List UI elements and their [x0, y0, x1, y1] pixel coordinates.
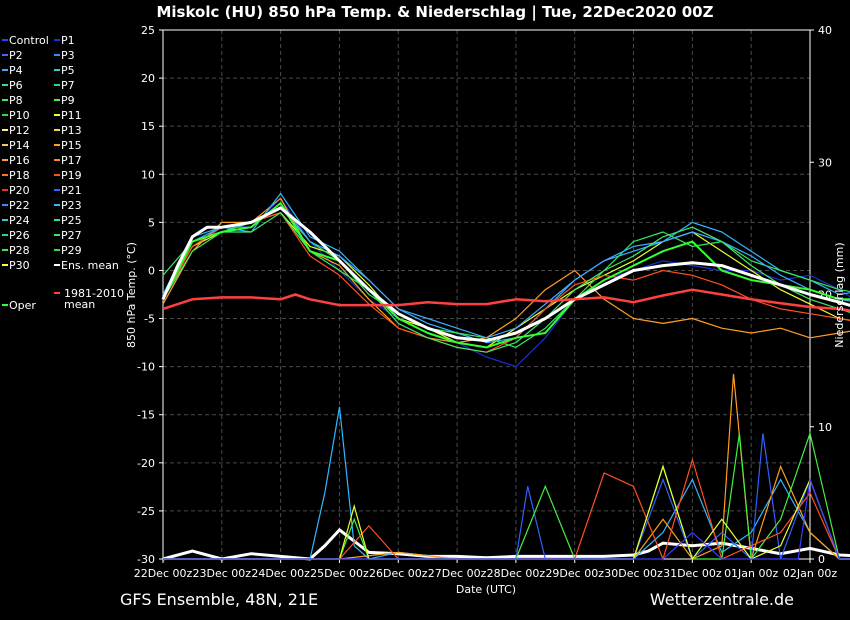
x-tick-label: 31Dec 00z	[663, 567, 722, 580]
precip-line	[163, 457, 850, 561]
legend-label: P25	[61, 214, 82, 227]
temp-series-line	[162, 288, 850, 312]
grid	[163, 30, 810, 559]
legend-label: Ens. mean	[61, 259, 119, 272]
legend-label: P24	[9, 214, 30, 227]
legend-label: Control	[9, 34, 49, 47]
legend-label: P29	[61, 244, 82, 257]
legend-label: P16	[9, 154, 30, 167]
axes: 2520151050-5-10-15-20-25-3040302010022De…	[134, 24, 838, 580]
y-tick-label: 10	[141, 168, 155, 181]
legend-label: mean	[64, 298, 95, 311]
legend-label: P26	[9, 229, 30, 242]
legend-label: P30	[9, 259, 30, 272]
x-tick-label: 22Dec 00z	[134, 567, 193, 580]
legend-label: P15	[61, 139, 82, 152]
y-tick-label: -10	[137, 361, 155, 374]
legend-label: P13	[61, 124, 82, 137]
x-tick-label: 25Dec 00z	[310, 567, 369, 580]
precip-line	[163, 431, 850, 561]
legend-label: P1	[61, 34, 75, 47]
temp-series-line	[162, 212, 850, 348]
y2-tick-label: 10	[818, 421, 832, 434]
legend-label: P12	[9, 124, 30, 137]
legend-label: P8	[9, 94, 23, 107]
legend-label: P17	[61, 154, 82, 167]
legend-label: P11	[61, 109, 82, 122]
x-tick-label: 01Jan 00z	[724, 567, 778, 580]
y2-tick-label: 0	[818, 553, 825, 566]
legend-label: P5	[61, 64, 75, 77]
legend-label: P14	[9, 139, 30, 152]
footer-model: GFS Ensemble, 48N, 21E	[120, 590, 318, 609]
y2-tick-label: 40	[818, 24, 832, 37]
legend-label: Oper	[9, 299, 36, 312]
x-tick-label: 29Dec 00z	[545, 567, 604, 580]
chart-title: Miskolc (HU) 850 hPa Temp. & Niederschla…	[156, 3, 713, 22]
footer-source: Wetterzentrale.de	[650, 590, 794, 609]
series-lines	[161, 192, 850, 561]
legend-label: 1981-2010	[64, 287, 124, 300]
legend-label: P2	[9, 49, 23, 62]
legend-label: P9	[61, 94, 75, 107]
legend-label: P3	[61, 49, 75, 62]
y-tick-label: 25	[141, 24, 155, 37]
legend-label: P7	[61, 79, 75, 92]
y-axis-label: 850 hPa Temp. (°C)	[125, 242, 138, 348]
x-tick-label: 24Dec 00z	[251, 567, 310, 580]
x-tick-label: 27Dec 00z	[428, 567, 487, 580]
precip-line	[163, 373, 850, 560]
y-tick-label: -20	[137, 457, 155, 470]
x-tick-label: 30Dec 00z	[604, 567, 663, 580]
y-tick-label: 0	[148, 264, 155, 277]
x-axis-label: Date (UTC)	[456, 583, 516, 596]
legend: Control P1 P2 P3 P4 P5 P6 P7 P8 P9 P10 P11 P12 P13 P14…	[2, 34, 124, 312]
plot-frame	[162, 29, 811, 560]
x-tick-label: 23Dec 00z	[193, 567, 252, 580]
temp-series-line	[161, 206, 850, 343]
precip-line	[163, 479, 850, 560]
precip-line	[163, 406, 850, 560]
legend-label: P19	[61, 169, 82, 182]
precip-line	[163, 433, 850, 561]
legend-label: P27	[61, 229, 82, 242]
y-tick-label: 20	[141, 72, 155, 85]
temp-series-line	[162, 202, 850, 349]
y2-axis-label: Niederschlag (mm)	[833, 242, 846, 347]
x-tick-label: 02Jan 00z	[783, 567, 837, 580]
legend-label: P21	[61, 184, 82, 197]
y-tick-label: -25	[137, 505, 155, 518]
legend-label: P18	[9, 169, 30, 182]
x-tick-label: 28Dec 00z	[487, 567, 546, 580]
legend-label: P10	[9, 109, 30, 122]
y-tick-label: 15	[141, 120, 155, 133]
y-tick-label: -15	[137, 409, 155, 422]
temp-series-line	[162, 197, 850, 344]
legend-label: P6	[9, 79, 23, 92]
legend-label: P28	[9, 244, 30, 257]
y-tick-label: -5	[144, 313, 155, 326]
temp-series-line	[162, 212, 850, 353]
y-tick-label: 5	[148, 216, 155, 229]
legend-label: P20	[9, 184, 30, 197]
x-tick-label: 26Dec 00z	[369, 567, 428, 580]
y2-tick-label: 30	[818, 156, 832, 169]
legend-label: P23	[61, 199, 82, 212]
legend-label: P22	[9, 199, 30, 212]
legend-label: P4	[9, 64, 23, 77]
temp-series-line	[162, 207, 850, 348]
y-tick-label: -30	[137, 553, 155, 566]
